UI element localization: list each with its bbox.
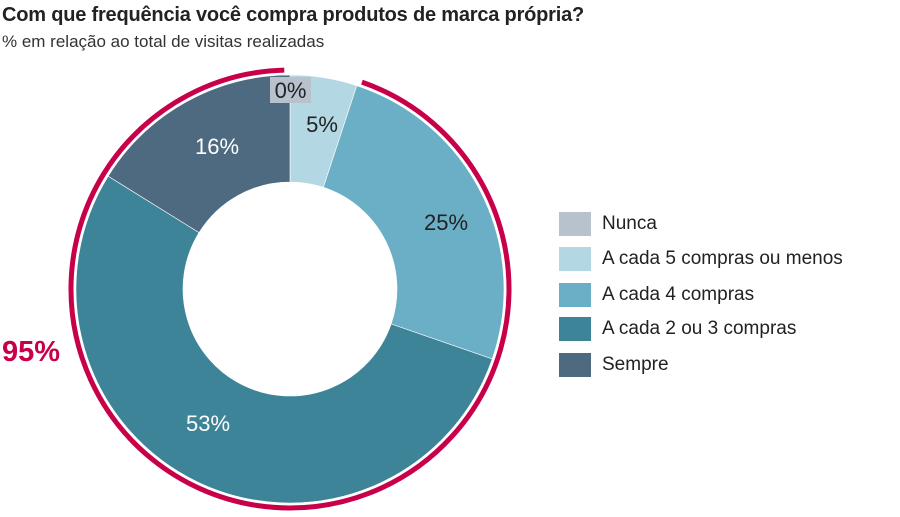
legend-swatch xyxy=(559,353,591,377)
legend-label: A cada 2 ou 3 compras xyxy=(602,318,797,339)
donut-slice xyxy=(323,85,505,360)
legend-item-sempre: Sempre xyxy=(559,353,669,377)
highlight-total-label: 95% xyxy=(2,336,61,368)
highlight-arc xyxy=(68,67,512,511)
legend-swatch xyxy=(559,247,591,271)
chart-title: Com que frequência você compra produtos … xyxy=(2,4,585,26)
donut-slice xyxy=(75,175,493,504)
legend-label: A cada 4 compras xyxy=(602,284,755,305)
legend-label: Sempre xyxy=(602,354,669,375)
legend-item-nunca: Nunca xyxy=(559,212,657,236)
slice-label-sempre: 16% xyxy=(195,134,239,159)
legend-item-quatro-compras: A cada 4 compras xyxy=(559,283,754,307)
legend-label: A cada 5 compras ou menos xyxy=(602,248,843,269)
legend-swatch xyxy=(559,212,591,236)
slice-label-nunca: 0% xyxy=(275,78,307,103)
donut-slices xyxy=(75,74,505,504)
slice-label-dois-tres: 53% xyxy=(186,411,230,436)
legend-item-dois-tres-compras: A cada 2 ou 3 compras xyxy=(559,317,796,341)
slice-label-quatro: 25% xyxy=(424,210,468,235)
donut-slice xyxy=(107,74,291,234)
legend-item-cinco-compras: A cada 5 compras ou menos xyxy=(559,247,843,271)
chart-subtitle: % em relação ao total de visitas realiza… xyxy=(2,32,325,51)
legend-swatch xyxy=(559,317,591,341)
slice-label-bg-nunca xyxy=(270,77,311,103)
legend-label: Nunca xyxy=(602,213,657,234)
slice-label-cinco: 5% xyxy=(306,112,338,137)
legend-swatch xyxy=(559,283,591,307)
